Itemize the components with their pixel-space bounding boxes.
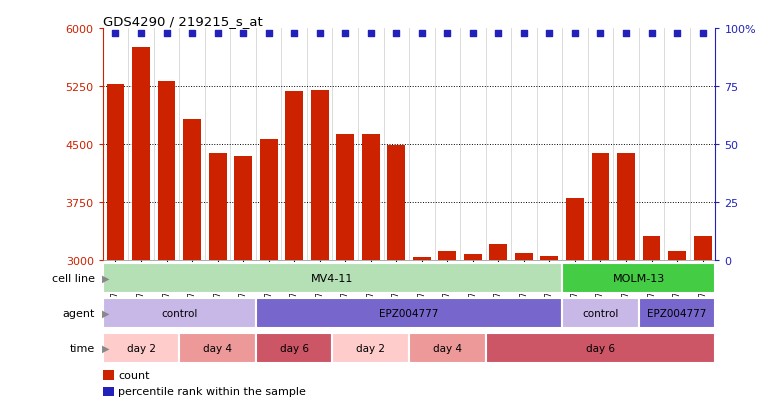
Bar <box>103 298 256 328</box>
Bar <box>256 333 333 363</box>
Bar <box>617 153 635 261</box>
Text: day 4: day 4 <box>203 343 232 353</box>
Bar <box>438 252 457 261</box>
Bar <box>638 298 715 328</box>
Point <box>237 31 249 37</box>
Bar <box>103 263 562 293</box>
Bar <box>486 333 715 363</box>
Bar <box>409 333 486 363</box>
Point <box>416 31 428 37</box>
Bar <box>310 91 329 261</box>
Point <box>110 31 122 37</box>
Bar <box>540 256 559 261</box>
Bar <box>333 333 409 363</box>
Text: ▶: ▶ <box>102 343 110 353</box>
Text: EPZ004777: EPZ004777 <box>648 308 707 318</box>
Text: day 2: day 2 <box>356 343 385 353</box>
Point <box>365 31 377 37</box>
Point <box>543 31 556 37</box>
Bar <box>285 92 303 261</box>
Bar <box>693 237 712 261</box>
Bar <box>464 254 482 261</box>
Bar <box>234 157 252 261</box>
Point <box>594 31 607 37</box>
Text: EPZ004777: EPZ004777 <box>379 308 439 318</box>
Text: day 6: day 6 <box>280 343 309 353</box>
Text: GDS4290 / 219215_s_at: GDS4290 / 219215_s_at <box>103 15 263 28</box>
Bar <box>562 263 715 293</box>
Text: control: control <box>582 308 619 318</box>
Point <box>314 31 326 37</box>
Bar <box>515 254 533 261</box>
Bar <box>361 135 380 261</box>
Bar <box>668 252 686 261</box>
Bar <box>260 140 278 261</box>
Bar <box>489 244 508 261</box>
Point <box>135 31 147 37</box>
Point <box>390 31 403 37</box>
Text: percentile rank within the sample: percentile rank within the sample <box>118 387 306 396</box>
Text: cell line: cell line <box>52 273 95 283</box>
Point <box>517 31 530 37</box>
Bar <box>591 153 610 261</box>
Point <box>288 31 301 37</box>
Bar <box>103 387 113 396</box>
Bar <box>183 120 201 261</box>
Bar <box>103 370 113 380</box>
Point <box>645 31 658 37</box>
Text: MOLM-13: MOLM-13 <box>613 273 665 283</box>
Point <box>696 31 708 37</box>
Text: agent: agent <box>62 308 95 318</box>
Text: ▶: ▶ <box>102 273 110 283</box>
Point <box>186 31 198 37</box>
Bar <box>103 333 180 363</box>
Bar <box>158 82 176 261</box>
Point <box>212 31 224 37</box>
Point <box>466 31 479 37</box>
Bar <box>256 298 562 328</box>
Bar <box>562 298 638 328</box>
Point <box>569 31 581 37</box>
Bar <box>209 154 227 261</box>
Point <box>263 31 275 37</box>
Text: ▶: ▶ <box>102 308 110 318</box>
Bar <box>642 237 661 261</box>
Point <box>492 31 505 37</box>
Text: day 4: day 4 <box>433 343 462 353</box>
Bar <box>336 135 354 261</box>
Bar <box>107 85 125 261</box>
Text: count: count <box>118 370 150 380</box>
Text: MV4-11: MV4-11 <box>311 273 354 283</box>
Text: control: control <box>161 308 198 318</box>
Point <box>339 31 352 37</box>
Point <box>161 31 173 37</box>
Bar <box>566 199 584 261</box>
Bar <box>180 333 256 363</box>
Point <box>620 31 632 37</box>
Point <box>671 31 683 37</box>
Text: day 6: day 6 <box>586 343 615 353</box>
Text: time: time <box>70 343 95 353</box>
Bar <box>132 48 150 261</box>
Bar <box>387 145 405 261</box>
Bar <box>413 258 431 261</box>
Point <box>441 31 454 37</box>
Text: day 2: day 2 <box>126 343 155 353</box>
